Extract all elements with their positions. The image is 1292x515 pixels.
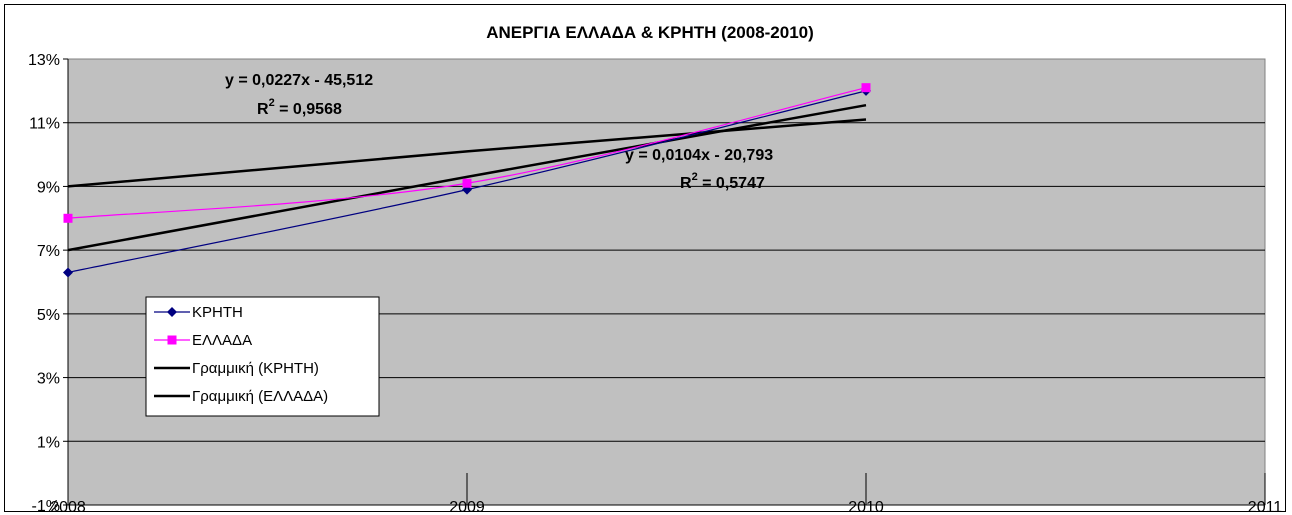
chart-frame: ΑΝΕΡΓΙΑ ΕΛΛΑΔΑ & ΚΡΗΤΗ (2008-2010) -1% 1%…	[4, 4, 1286, 513]
data-point-square	[462, 178, 472, 188]
trendline-r2: R2 = 0,9568	[257, 97, 342, 118]
y-tick-label: 7%	[37, 243, 60, 260]
legend-marker-diamond	[167, 307, 177, 317]
chart-svg: ΑΝΕΡΓΙΑ ΕΛΛΑΔΑ & ΚΡΗΤΗ (2008-2010) -1% 1%…	[28, 23, 1283, 513]
x-tick-label: 2009	[449, 499, 485, 513]
legend-label: ΕΛΛΑΔΑ	[192, 332, 252, 349]
trendline-r2: R2 = 0,5747	[680, 171, 765, 192]
legend-marker-square	[167, 335, 177, 345]
chart-title: ΑΝΕΡΓΙΑ ΕΛΛΑΔΑ & ΚΡΗΤΗ (2008-2010)	[486, 23, 814, 42]
y-tick-label: 3%	[37, 371, 60, 388]
legend-label: Γραμμική (ΚΡΗΤΗ)	[192, 360, 319, 377]
plot-area	[67, 58, 1266, 506]
legend-label: ΚΡΗΤΗ	[192, 304, 243, 321]
y-tick-label: 5%	[37, 307, 60, 324]
y-tick-label: 9%	[37, 179, 60, 196]
x-tick-label: 2008	[50, 499, 86, 513]
x-tick-label: 2010	[848, 499, 884, 513]
trendline-equation: y = 0,0227x - 45,512	[225, 72, 373, 89]
y-tick-label: -1%	[32, 498, 60, 513]
y-tick-label: 1%	[37, 434, 60, 451]
data-point-square	[861, 83, 871, 93]
data-point-diamond	[63, 267, 73, 278]
data-point-square	[63, 213, 73, 223]
trendline-2	[67, 118, 867, 188]
y-tick-label: 11%	[29, 116, 60, 133]
legend-label: Γραμμική (ΕΛΛΑΔΑ)	[192, 388, 328, 405]
trendline-equation: y = 0,0104x - 20,793	[625, 147, 773, 164]
x-tick-label: 2011	[1248, 499, 1283, 513]
y-tick-label: 13%	[28, 52, 60, 69]
